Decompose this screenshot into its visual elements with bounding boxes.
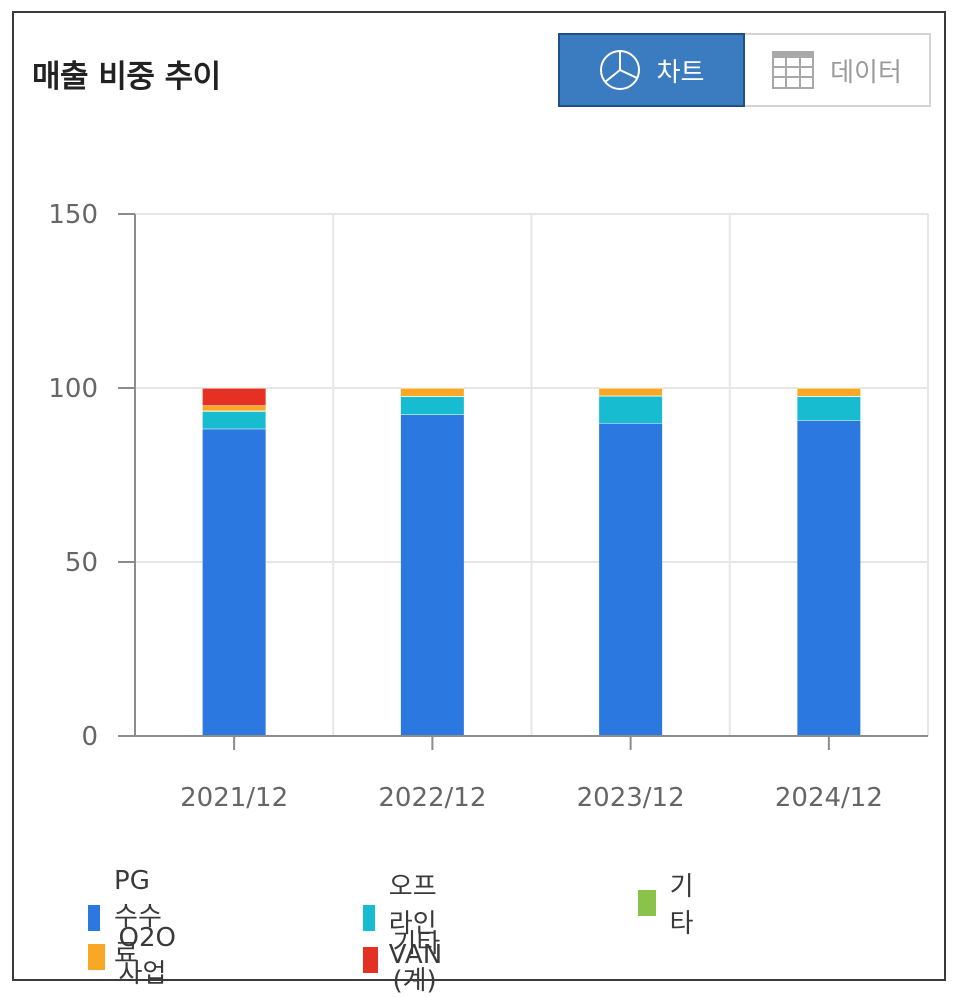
x-tick-label: 2023/12	[577, 783, 685, 813]
legend-swatch	[88, 944, 105, 970]
bar-segment[interactable]	[401, 396, 464, 414]
legend-item[interactable]: 기타	[638, 866, 702, 940]
bar-segment[interactable]	[797, 396, 860, 420]
y-tick-label: 0	[81, 722, 98, 752]
legend-swatch	[638, 890, 656, 916]
bar-segment[interactable]	[203, 411, 266, 428]
x-tick-label: 2024/12	[775, 783, 883, 813]
bar-segment[interactable]	[599, 388, 662, 396]
bar-segment[interactable]	[203, 429, 266, 736]
bar-segment[interactable]	[401, 414, 464, 736]
x-tick-label: 2021/12	[180, 783, 288, 813]
y-tick-label: 100	[48, 374, 98, 404]
legend-label: O2O사업	[119, 923, 186, 990]
legend-label: 기타	[670, 866, 702, 940]
bar-segment[interactable]	[599, 396, 662, 423]
axes: 0 50 100 150 2021/12 2022/12 2023/12 2024/12	[48, 200, 928, 813]
bar-segment[interactable]	[203, 388, 266, 405]
bar-segment[interactable]	[203, 405, 266, 410]
legend-item[interactable]: 기타(계)	[363, 923, 447, 997]
legend-swatch	[363, 947, 378, 973]
y-tick-label: 50	[65, 548, 98, 578]
legend-item[interactable]: O2O사업	[88, 923, 185, 990]
bar-segment[interactable]	[401, 388, 464, 396]
bar-segment[interactable]	[797, 388, 860, 396]
y-tick-label: 150	[48, 200, 98, 230]
bar-segment[interactable]	[797, 420, 860, 736]
bar-segment[interactable]	[599, 423, 662, 736]
legend-label: 기타(계)	[392, 923, 447, 997]
x-tick-label: 2022/12	[378, 783, 486, 813]
